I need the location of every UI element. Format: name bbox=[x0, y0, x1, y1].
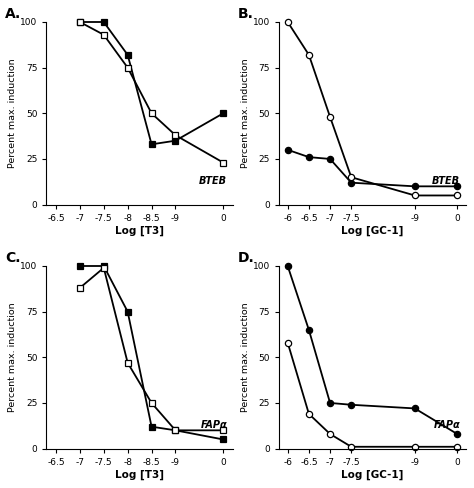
Y-axis label: Percent max. induction: Percent max. induction bbox=[9, 59, 18, 168]
X-axis label: Log [GC-1]: Log [GC-1] bbox=[341, 225, 404, 236]
Text: B.: B. bbox=[238, 7, 254, 21]
Text: A.: A. bbox=[5, 7, 22, 21]
Y-axis label: Percent max. induction: Percent max. induction bbox=[241, 59, 250, 168]
X-axis label: Log [T3]: Log [T3] bbox=[115, 225, 164, 236]
Text: BTEB: BTEB bbox=[432, 176, 460, 186]
Y-axis label: Percent max. induction: Percent max. induction bbox=[241, 303, 250, 412]
X-axis label: Log [GC-1]: Log [GC-1] bbox=[341, 469, 404, 480]
Text: FAPα: FAPα bbox=[201, 420, 227, 430]
X-axis label: Log [T3]: Log [T3] bbox=[115, 469, 164, 480]
Y-axis label: Percent max. induction: Percent max. induction bbox=[9, 303, 18, 412]
Text: FAPα: FAPα bbox=[433, 420, 460, 430]
Text: BTEB: BTEB bbox=[199, 176, 227, 186]
Text: C.: C. bbox=[5, 251, 21, 265]
Text: D.: D. bbox=[238, 251, 255, 265]
